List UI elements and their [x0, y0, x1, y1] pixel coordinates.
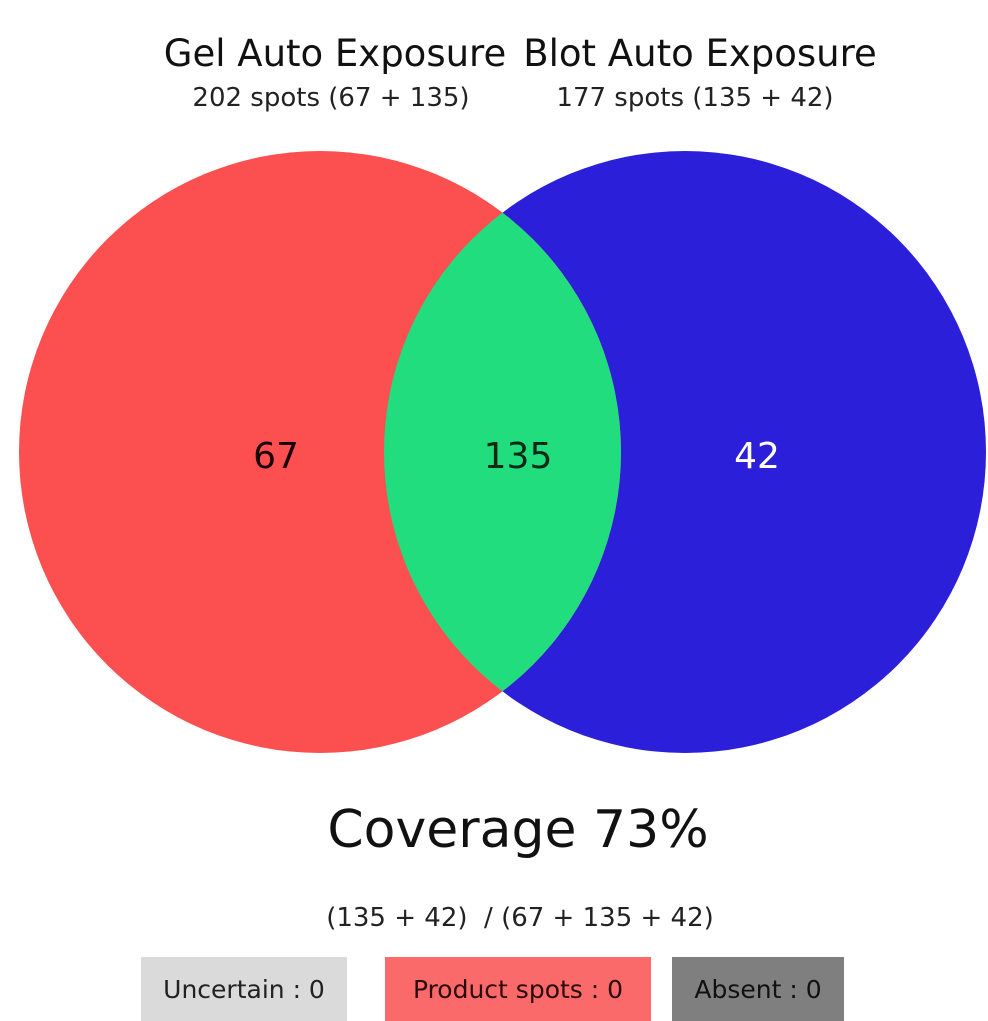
- legend-uncertain-label: Uncertain : 0: [163, 974, 325, 1004]
- coverage-formula: (135 + 42) / (67 + 135 + 42): [326, 903, 714, 933]
- set-title-blot: Blot Auto Exposure: [523, 32, 877, 75]
- legend-product-spots: Product spots : 0: [385, 957, 651, 1021]
- coverage-title: Coverage 73%: [327, 800, 708, 860]
- set-subtitle-gel: 202 spots (67 + 135): [192, 83, 469, 113]
- left-only-count: 67: [253, 436, 299, 477]
- legend-uncertain: Uncertain : 0: [141, 957, 347, 1021]
- right-only-count: 42: [734, 436, 780, 477]
- set-subtitle-blot: 177 spots (135 + 42): [556, 83, 833, 113]
- overlap-region: [384, 151, 621, 753]
- set-title-gel: Gel Auto Exposure: [164, 32, 506, 75]
- overlap-count: 135: [484, 436, 553, 477]
- legend-product-spots-label: Product spots : 0: [412, 974, 624, 1004]
- legend-absent: Absent : 0: [672, 957, 844, 1021]
- legend-absent-label: Absent : 0: [694, 974, 822, 1004]
